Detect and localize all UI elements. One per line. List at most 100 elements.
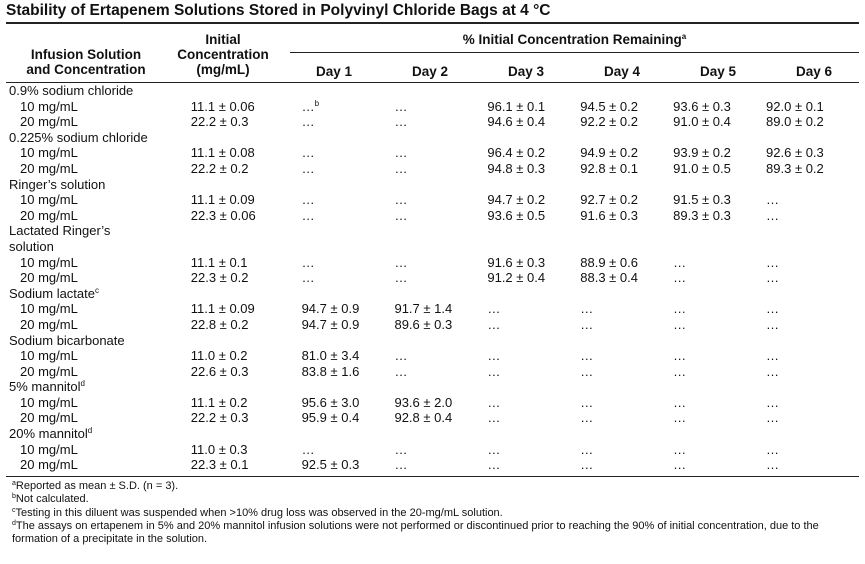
day-value-cell: …	[766, 442, 859, 458]
top-rule	[6, 22, 859, 24]
day-value: 91.2 ± 0.4	[487, 270, 546, 286]
day-value-cell: …	[766, 395, 859, 411]
day-value: …	[580, 410, 594, 426]
day-value-cell: …	[580, 457, 673, 473]
table-row: 20 mg/mL 22.2 ± 0.3 95.9 ± 0.4 92.8 ± 0.4 … ……	[6, 410, 859, 426]
day-value-cell: 94.7 ± 0.9	[292, 317, 395, 333]
day-value: …	[301, 441, 315, 457]
day-value-cell: …	[766, 255, 859, 271]
header-infusion-solution: Infusion Solution and Concentration	[6, 47, 166, 77]
day-value: …	[580, 301, 594, 317]
day-value-cell: …	[580, 410, 673, 426]
day-value-cell: …	[292, 114, 395, 130]
day-value: …	[301, 145, 315, 161]
table-row: 20 mg/mL 22.6 ± 0.3 83.8 ± 1.6……………	[6, 364, 859, 380]
day-value-cell: 92.8 ± 0.4	[394, 410, 487, 426]
day-value-cell: …	[673, 301, 766, 317]
initial-concentration: 22.2 ± 0.3	[190, 114, 249, 130]
day-value: …	[673, 457, 687, 473]
concentration-label: 20 mg/mL	[20, 363, 78, 379]
day-value: 93.6 ± 0.5	[487, 207, 546, 223]
group-footnote-mark: c	[95, 285, 99, 295]
group-name-cell: Ringer’s solution	[6, 177, 859, 193]
day-value: …	[487, 410, 501, 426]
day-value-cell: 96.4 ± 0.2	[487, 145, 580, 161]
footnote-mark: d	[12, 519, 16, 527]
day-value: 94.6 ± 0.4	[487, 114, 546, 130]
group-row: Sodium bicarbonate	[6, 333, 859, 349]
day-value: 96.4 ± 0.2	[487, 145, 546, 161]
day-value-cell: …	[673, 442, 766, 458]
day-value-cell: 94.5 ± 0.2	[580, 99, 673, 115]
concentration-label: 20 mg/mL	[20, 457, 78, 473]
day-value: 92.7 ± 0.2	[580, 192, 638, 208]
concentration-label: 10 mg/mL	[20, 441, 78, 457]
day-value: …	[394, 192, 408, 208]
day-value-cell: …	[394, 99, 487, 115]
day-value-cell: …	[487, 457, 580, 473]
day-value: …	[394, 98, 408, 114]
day-value: …	[766, 457, 780, 473]
day-value: …	[580, 441, 594, 457]
day-value: …	[394, 457, 408, 473]
day-value-cell: 89.6 ± 0.3	[394, 317, 487, 333]
day-value-cell: 93.6 ± 2.0	[394, 395, 487, 411]
initial-concentration: 22.2 ± 0.2	[190, 160, 249, 176]
day-value: …	[394, 441, 408, 457]
day-value-cell: …	[673, 255, 766, 271]
day-value-cell: 93.6 ± 0.3	[673, 99, 766, 115]
group-name: Lactated Ringer’s	[9, 223, 111, 239]
group-name: 5% mannitol	[9, 379, 81, 395]
day-value: …	[766, 363, 780, 379]
header-col1-line2: and Concentration	[26, 62, 146, 77]
initial-concentration: 22.3 ± 0.06	[190, 207, 256, 223]
day-value-cell: …	[487, 301, 580, 317]
day-value: …	[301, 160, 315, 176]
day-value: …	[766, 301, 780, 317]
day-value: …	[301, 254, 315, 270]
day-value-cell: 91.0 ± 0.4	[673, 114, 766, 130]
day-value: 83.8 ± 1.6	[301, 363, 360, 379]
header-pct-footnote-mark: a	[681, 32, 687, 41]
day-value-cell: …	[673, 410, 766, 426]
day-value: …	[487, 363, 501, 379]
day-value-cell: …	[487, 317, 580, 333]
day-value-cell: 88.9 ± 0.6	[580, 255, 673, 271]
day-value-cell: 89.3 ± 0.2	[766, 161, 859, 177]
table-title: Stability of Ertapenem Solutions Stored …	[6, 2, 551, 19]
concentration-label: 10 mg/mL	[20, 254, 78, 270]
concentration-label: 10 mg/mL	[20, 98, 78, 114]
group-name: 0.225% sodium chloride	[9, 129, 148, 145]
day-value: 95.6 ± 3.0	[301, 394, 360, 410]
day-value: …	[487, 301, 501, 317]
concentration-label: 20 mg/mL	[20, 316, 78, 332]
day-value-cell: …	[673, 457, 766, 473]
day-value-cell: …	[766, 317, 859, 333]
group-row: 0.9% sodium chloride	[6, 83, 859, 99]
initial-concentration: 11.1 ± 0.2	[190, 394, 248, 410]
day-value: …	[673, 394, 687, 410]
day-value: …	[580, 394, 594, 410]
group-row: Sodium lactatec	[6, 286, 859, 302]
initial-concentration: 11.0 ± 0.2	[190, 348, 248, 364]
day-value-cell: …	[673, 348, 766, 364]
group-name-cell: solution	[6, 239, 859, 255]
day-value: …	[301, 270, 315, 286]
day-value: 94.7 ± 0.9	[301, 301, 360, 317]
day-value: …	[580, 457, 594, 473]
header-pct-label: % Initial Concentration Remaining	[462, 32, 682, 47]
day-value: …	[394, 254, 408, 270]
table-row: 10 mg/mL 11.1 ± 0.09 94.7 ± 0.9 91.7 ± 1.4 ……	[6, 301, 859, 317]
day-value: …	[766, 207, 780, 223]
day-value-cell: 94.7 ± 0.9	[292, 301, 395, 317]
day-value: …	[487, 441, 501, 457]
group-row: Lactated Ringer’s	[6, 223, 859, 239]
day-value-cell: …	[394, 208, 487, 224]
concentration-label: 20 mg/mL	[20, 207, 78, 223]
spanner-rule	[290, 52, 859, 53]
day-value: 91.6 ± 0.3	[487, 254, 546, 270]
day-value-cell: 92.7 ± 0.2	[580, 192, 673, 208]
concentration-label: 10 mg/mL	[20, 301, 78, 317]
footnote-text: The assays on ertapenem in 5% and 20% ma…	[15, 519, 819, 532]
day-value-cell: 91.0 ± 0.5	[673, 161, 766, 177]
